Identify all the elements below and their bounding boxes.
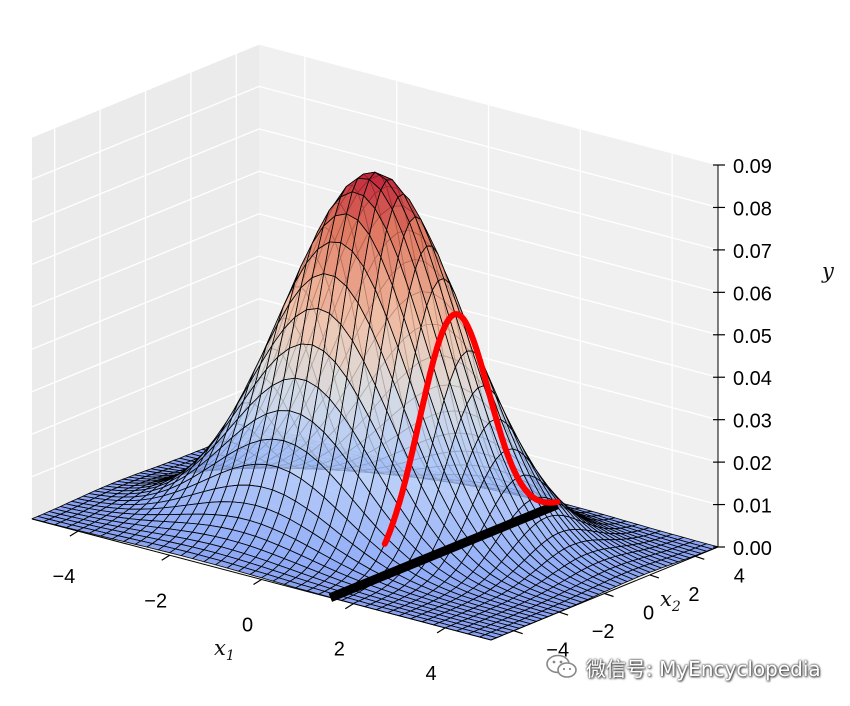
x-tick-label: 0 <box>242 615 253 637</box>
cut-line <box>328 500 560 602</box>
z-tick-label: 0.04 <box>733 368 772 390</box>
watermark: 微信号: MyEncyclopedia <box>546 652 821 682</box>
z-tick-label: 0.09 <box>733 156 772 178</box>
x-tick <box>161 554 171 561</box>
z-tick-label: 0.01 <box>733 496 772 518</box>
z-gridline <box>31 128 719 251</box>
y-tick <box>649 574 660 579</box>
z-tick-label: 0.06 <box>733 283 772 305</box>
z-gridline <box>31 43 719 166</box>
x-tick-label: −4 <box>52 566 75 588</box>
x-tick <box>436 627 446 634</box>
z-gridline <box>31 213 719 336</box>
z-gridline <box>31 340 719 463</box>
x-tick-label: 2 <box>334 639 345 661</box>
z-tick-label: 0.08 <box>733 198 772 220</box>
x-tick <box>69 530 79 537</box>
axis-labels: x1 x2 y <box>214 259 835 664</box>
z-gridline <box>31 255 719 378</box>
y-axis-label: x2 <box>660 587 681 615</box>
conditional-curve <box>381 311 561 547</box>
x-tick <box>344 603 354 610</box>
conditional-overlays <box>328 311 561 602</box>
z-tick-label: 0.07 <box>733 241 772 263</box>
z-tick-label: 0.05 <box>733 326 772 348</box>
z-gridline <box>31 170 719 293</box>
axis-ticks: −4−2024−4−20240.000.010.020.030.040.050.… <box>31 156 772 685</box>
y-tick <box>558 611 569 616</box>
z-tick-label: 0.03 <box>733 411 772 433</box>
z-tick-label: 0.00 <box>733 538 772 560</box>
y-tick-label: 0 <box>643 603 654 625</box>
y-tick <box>695 555 705 560</box>
y-tick <box>604 592 614 598</box>
x-tick-label: −2 <box>144 590 167 612</box>
y-tick-label: 4 <box>734 565 745 587</box>
x-axis-label: x1 <box>214 636 235 664</box>
z-tick-label: 0.02 <box>733 453 772 475</box>
wechat-icon <box>546 654 577 678</box>
y-tick-label: −2 <box>592 621 615 643</box>
z-gridline <box>31 298 719 421</box>
y-tick-label: 2 <box>688 584 699 606</box>
z-axis-label: y <box>821 259 835 283</box>
x-tick-label: 4 <box>426 663 437 685</box>
watermark-text: 微信号: MyEncyclopedia <box>586 656 821 681</box>
z-gridline <box>31 85 719 209</box>
x-tick <box>253 578 262 586</box>
y-tick <box>513 630 523 635</box>
